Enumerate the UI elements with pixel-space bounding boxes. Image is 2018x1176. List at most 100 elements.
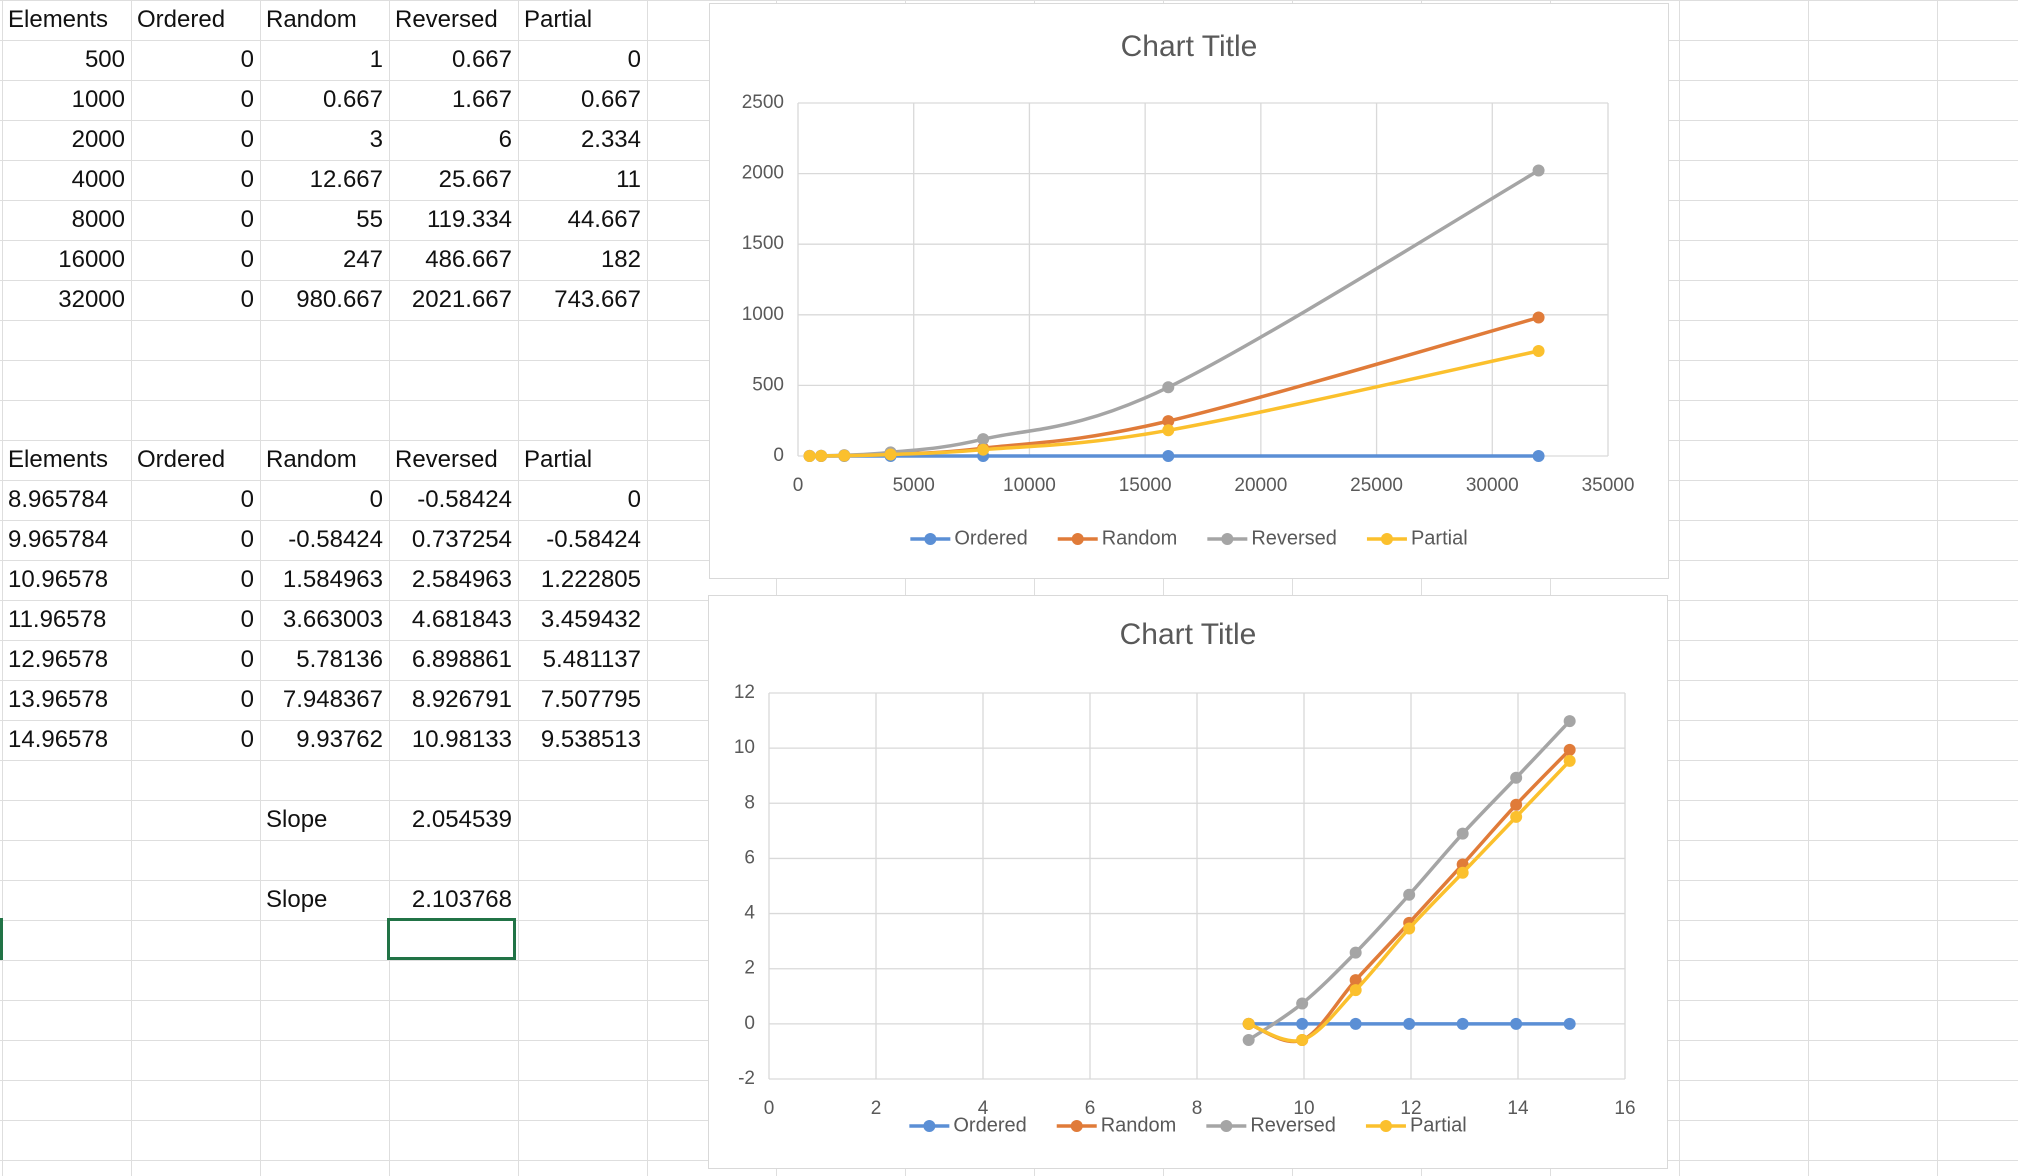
slope-label: Slope — [266, 806, 328, 833]
table-cell: 9.93762 — [296, 726, 383, 753]
y-tick-label: 12 — [734, 682, 755, 703]
legend-marker — [1071, 533, 1084, 545]
table-cell: 2000 — [71, 126, 125, 153]
table-cell: 0 — [240, 246, 254, 273]
table-cell: 5.481137 — [542, 646, 641, 673]
table-cell: 7.948367 — [282, 686, 383, 713]
data-point — [1403, 922, 1416, 935]
x-tick-label: 16 — [1614, 1098, 1635, 1119]
data-point — [1242, 1033, 1255, 1046]
table-cell: 2.334 — [580, 126, 641, 153]
table-cell: 12.667 — [309, 166, 383, 193]
data-point — [1563, 1017, 1576, 1030]
data-point — [1510, 810, 1523, 823]
x-tick-label: 10 — [1293, 1098, 1314, 1119]
legend: Ordered Random Reversed Partial — [909, 1114, 1467, 1136]
legend-marker — [1221, 533, 1234, 545]
data-point — [1296, 1033, 1309, 1046]
table-cell: 55 — [356, 206, 383, 233]
table-cell: 486.667 — [425, 246, 512, 273]
data-point — [1563, 743, 1576, 756]
data-point — [1510, 771, 1523, 784]
table-cell: 8.926791 — [411, 686, 512, 713]
x-tick-label: 0 — [793, 475, 804, 496]
table-cell: 500 — [84, 46, 125, 73]
table-cell: 14.96578 — [8, 726, 109, 753]
table-cell: 0 — [240, 726, 254, 753]
x-tick-label: 0 — [764, 1098, 775, 1119]
legend-marker — [1379, 1120, 1392, 1132]
table-cell: 5.78136 — [296, 646, 383, 673]
table-cell: 32000 — [58, 286, 125, 313]
table-cell: 1.222805 — [540, 566, 641, 593]
table-cell: 8.965784 — [8, 486, 109, 513]
data-point — [1403, 1017, 1416, 1030]
legend-label: Partial — [1411, 527, 1468, 549]
legend-label: Ordered — [953, 1114, 1026, 1136]
table-cell: 12.96578 — [8, 646, 109, 673]
table-cell: 0 — [240, 166, 254, 193]
legend-label: Reversed — [1251, 527, 1337, 549]
table-cell: 0.737254 — [411, 526, 512, 553]
table-cell: 0 — [240, 566, 254, 593]
table-cell: 980.667 — [296, 286, 383, 313]
chart-1[interactable]: Chart Title 0 500 1000 1500 2000 2500 0 5000 1000… — [709, 3, 1669, 579]
data-point — [803, 450, 816, 462]
y-tick-label: 2 — [744, 958, 755, 979]
slope-value: 2.103768 — [411, 886, 512, 913]
column-header: Random — [266, 446, 357, 473]
data-point — [1162, 415, 1175, 428]
x-tick-label: 2 — [871, 1098, 882, 1119]
table-cell: 44.667 — [567, 206, 641, 233]
table-cell: 247 — [342, 246, 383, 273]
data-point — [1296, 997, 1309, 1010]
table-cell: 2.584963 — [411, 566, 512, 593]
selected-cell[interactable] — [387, 918, 516, 960]
y-tick-label: 6 — [744, 847, 755, 868]
data-point — [1456, 827, 1469, 840]
table-cell: 6.898861 — [411, 646, 512, 673]
table-cell: 3.663003 — [282, 606, 383, 633]
data-point — [1510, 1017, 1523, 1030]
table-cell: 11.96578 — [8, 606, 107, 633]
table-cell: 10.96578 — [8, 566, 109, 593]
column-header: Ordered — [137, 6, 226, 33]
data-point — [1162, 424, 1175, 437]
table-cell: 743.667 — [554, 286, 641, 313]
y-tick-label: 2000 — [742, 163, 784, 184]
table-cell: 0 — [240, 206, 254, 233]
chart-title: Chart Title — [1120, 618, 1257, 651]
table-cell: 7.507795 — [540, 686, 641, 713]
legend-label: Ordered — [954, 527, 1027, 549]
chart-svg: Chart Title -2 0 2 4 6 8 10 12 0 2 4 6 8 10 12 14 16 Order… — [734, 618, 1636, 1136]
x-tick-label: 25000 — [1350, 475, 1403, 496]
table-cell: 9.965784 — [8, 526, 109, 553]
x-tick-label: 6 — [1085, 1098, 1096, 1119]
x-tick-label: 20000 — [1234, 475, 1287, 496]
column-header: Reversed — [395, 446, 498, 473]
chart-2[interactable]: Chart Title -2 0 2 4 6 8 10 12 0 2 4 6 8 10 12 14 16 Order… — [708, 595, 1668, 1169]
y-tick-label: 10 — [734, 737, 755, 758]
data-point — [1563, 715, 1576, 728]
slope-value: 2.054539 — [411, 806, 512, 833]
table-cell: 182 — [600, 246, 641, 273]
column-header: Random — [266, 6, 357, 33]
table-cell: 0 — [627, 46, 641, 73]
y-tick-label: 4 — [744, 903, 755, 924]
legend-label: Partial — [1410, 1114, 1467, 1136]
data-point — [1510, 798, 1523, 811]
data-point — [1456, 1017, 1469, 1030]
data-point — [1532, 450, 1545, 462]
table-cell: 11 — [616, 166, 641, 193]
data-point — [1349, 984, 1362, 997]
x-tick-label: 15000 — [1119, 475, 1172, 496]
y-tick-label: 0 — [744, 1013, 755, 1034]
legend-label: Random — [1102, 527, 1178, 549]
table-cell: 0.667 — [580, 86, 641, 113]
data-point — [1349, 974, 1362, 987]
data-point — [1532, 311, 1545, 324]
legend-marker — [1220, 1120, 1233, 1132]
column-header: Partial — [524, 6, 593, 33]
y-tick-label: 500 — [752, 374, 784, 395]
